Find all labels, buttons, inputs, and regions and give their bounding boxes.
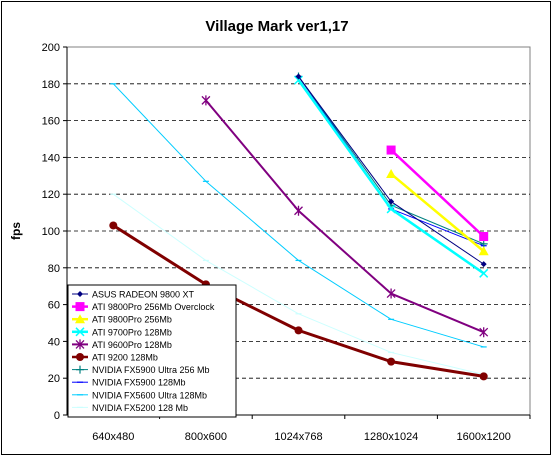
series-1 xyxy=(295,73,487,268)
data-point xyxy=(295,73,302,80)
legend: ASUS RADEON 9800 XT ATI 9800Pro 256Mb Ove… xyxy=(67,284,237,418)
data-point xyxy=(479,327,489,338)
legend-label: NVIDIA FX5600 Ultra 128Mb xyxy=(92,390,207,400)
data-point xyxy=(293,75,304,85)
legend-entry: NVIDIA FX5600 Ultra 128Mb xyxy=(72,390,207,400)
legend-label: ATI 9700Pro 128Mb xyxy=(92,327,172,337)
legend-label: ATI 9800Pro 256Mb Overclock xyxy=(92,302,215,312)
series-line xyxy=(390,173,485,253)
legend-label: ASUS RADEON 9800 XT xyxy=(92,290,195,300)
legend-entry: ATI 9800Pro 256Mb Overclock xyxy=(72,302,215,312)
series-line xyxy=(390,149,485,238)
y-tick-label: 180 xyxy=(42,79,60,91)
legend-marker xyxy=(75,339,85,350)
legend-label: ATI 9600Pro 128Mb xyxy=(92,340,172,350)
data-point xyxy=(386,168,397,178)
legend-entry: ATI 9700Pro 128Mb xyxy=(72,327,172,337)
data-point xyxy=(386,145,396,155)
data-point xyxy=(478,246,489,256)
x-tick-label: 800x600 xyxy=(185,431,227,443)
y-tick-label: 160 xyxy=(42,116,60,128)
data-point xyxy=(479,268,489,278)
series-3 xyxy=(386,168,489,256)
data-point xyxy=(109,221,118,230)
x-tick-label: 1024x768 xyxy=(274,431,322,443)
line-chart: Village Mark ver1,17 fps 0 20 40 60 80 100 120… xyxy=(9,18,531,443)
series-10 xyxy=(110,193,487,376)
data-point xyxy=(294,205,303,216)
data-point xyxy=(386,288,396,299)
legend-label: NVIDIA FX5200 128 Mb xyxy=(92,403,188,413)
legend-entry: ATI 9800Pro 256Mb xyxy=(72,314,172,325)
data-point xyxy=(479,232,489,242)
legend-entry: ASUS RADEON 9800 XT xyxy=(72,290,195,300)
y-tick-label: 0 xyxy=(54,410,60,422)
legend-marker xyxy=(77,291,83,297)
series-5 xyxy=(201,95,489,338)
data-point xyxy=(479,372,488,381)
x-tick-label: 640x480 xyxy=(92,431,134,443)
data-point xyxy=(294,326,303,335)
x-tick-label: 1600x1200 xyxy=(456,431,510,443)
legend-label: ATI 9200 128Mb xyxy=(92,353,158,363)
legend-box xyxy=(67,284,237,418)
y-tick-label: 100 xyxy=(42,226,60,238)
data-point xyxy=(388,198,395,205)
legend-entry: NVIDIA FX5200 128 Mb xyxy=(72,403,188,413)
y-tick-label: 120 xyxy=(42,189,60,201)
legend-marker xyxy=(75,327,85,337)
series-2 xyxy=(386,145,489,242)
y-tick-label: 20 xyxy=(48,373,60,385)
series-4 xyxy=(293,75,489,278)
data-point xyxy=(201,95,211,106)
series-line xyxy=(205,99,485,334)
legend-entry: ATI 9600Pro 128Mb xyxy=(72,339,172,350)
y-tick-label: 40 xyxy=(48,336,60,348)
legend-label: ATI 9800Pro 256Mb xyxy=(92,315,172,325)
legend-label: NVIDIA FX5900 128Mb xyxy=(92,378,186,388)
legend-entry: NVIDIA FX5900 Ultra 256 Mb xyxy=(72,365,210,375)
chart-title: Village Mark ver1,17 xyxy=(205,18,348,35)
data-point xyxy=(480,261,487,268)
legend-marker xyxy=(76,353,84,361)
x-tick-label: 1280x1024 xyxy=(364,431,418,443)
chart-frame: Village Mark ver1,17 fps 0 20 40 60 80 100 120… xyxy=(1,1,551,455)
legend-label: NVIDIA FX5900 Ultra 256 Mb xyxy=(92,365,210,375)
data-point xyxy=(387,357,396,366)
axes: 0 20 40 60 80 100 120 140 160 180 200 640x480 800x60… xyxy=(42,42,531,443)
series-9 xyxy=(110,83,487,348)
y-tick-label: 140 xyxy=(42,152,60,164)
legend-marker xyxy=(75,314,85,324)
y-axis-label: fps xyxy=(9,222,23,240)
legend-marker xyxy=(75,302,85,312)
legend-entry: NVIDIA FX5900 128Mb xyxy=(72,378,186,388)
y-tick-label: 60 xyxy=(48,300,60,312)
legend-entry: ATI 9200 128Mb xyxy=(72,353,158,363)
legend-marker xyxy=(76,365,84,374)
y-tick-label: 80 xyxy=(48,263,60,275)
data-point xyxy=(386,204,396,214)
y-tick-label: 200 xyxy=(42,42,60,54)
